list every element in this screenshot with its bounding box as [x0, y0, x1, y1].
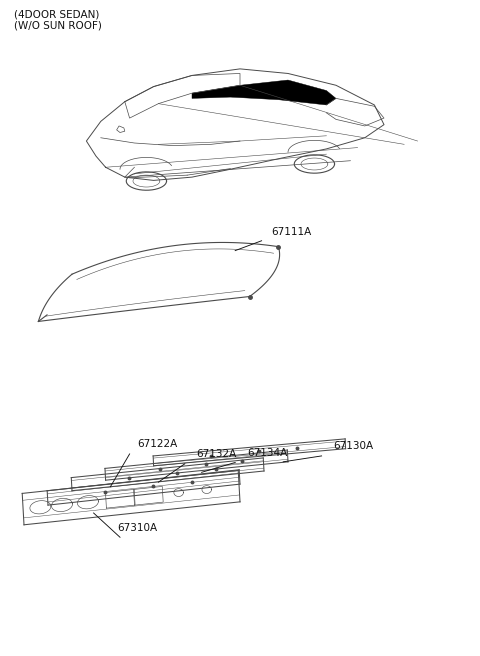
Text: 67310A: 67310A [118, 523, 158, 533]
Text: 67134A: 67134A [247, 448, 288, 458]
Text: (W/O SUN ROOF): (W/O SUN ROOF) [14, 21, 102, 31]
Text: (4DOOR SEDAN): (4DOOR SEDAN) [14, 10, 100, 20]
Text: 67122A: 67122A [137, 440, 177, 449]
Text: 67111A: 67111A [271, 228, 312, 237]
Text: 67130A: 67130A [334, 441, 374, 451]
Text: 67132A: 67132A [196, 449, 236, 459]
Polygon shape [192, 80, 336, 105]
